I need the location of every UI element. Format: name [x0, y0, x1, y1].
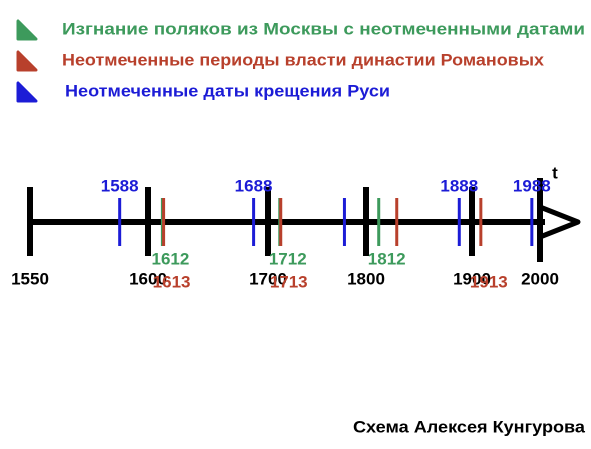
date-label: 1712 [269, 249, 307, 268]
date-label: 1612 [151, 249, 189, 268]
legend-icon [16, 50, 38, 72]
tick-label: 1800 [347, 269, 385, 288]
tick-label: 1900 [453, 269, 491, 288]
date-label: 1812 [368, 249, 406, 268]
legend-text: Неотмеченные периоды власти династии Ром… [62, 50, 545, 69]
date-label: 1613 [153, 272, 191, 291]
caption: Схема Алексея Кунгурова [353, 417, 586, 436]
legend-text: Изгнание поляков из Москвы с неотмеченны… [62, 19, 585, 38]
tick-label: 1600 [129, 269, 167, 288]
legend-icon [16, 19, 38, 41]
date-label: 1688 [235, 176, 273, 195]
tick-label: 1700 [249, 269, 287, 288]
legend-icon [16, 81, 38, 103]
legend-text: Неотмеченные даты крещения Руси [65, 81, 390, 100]
date-label: 1913 [470, 272, 508, 291]
tick-label: 2000 [521, 269, 559, 288]
date-label: 1588 [101, 176, 139, 195]
axis-end-label: t [552, 163, 558, 182]
date-label: 1988 [513, 176, 551, 195]
date-label: 1713 [270, 272, 308, 291]
tick-label: 1550 [11, 269, 49, 288]
date-label: 1888 [440, 176, 478, 195]
